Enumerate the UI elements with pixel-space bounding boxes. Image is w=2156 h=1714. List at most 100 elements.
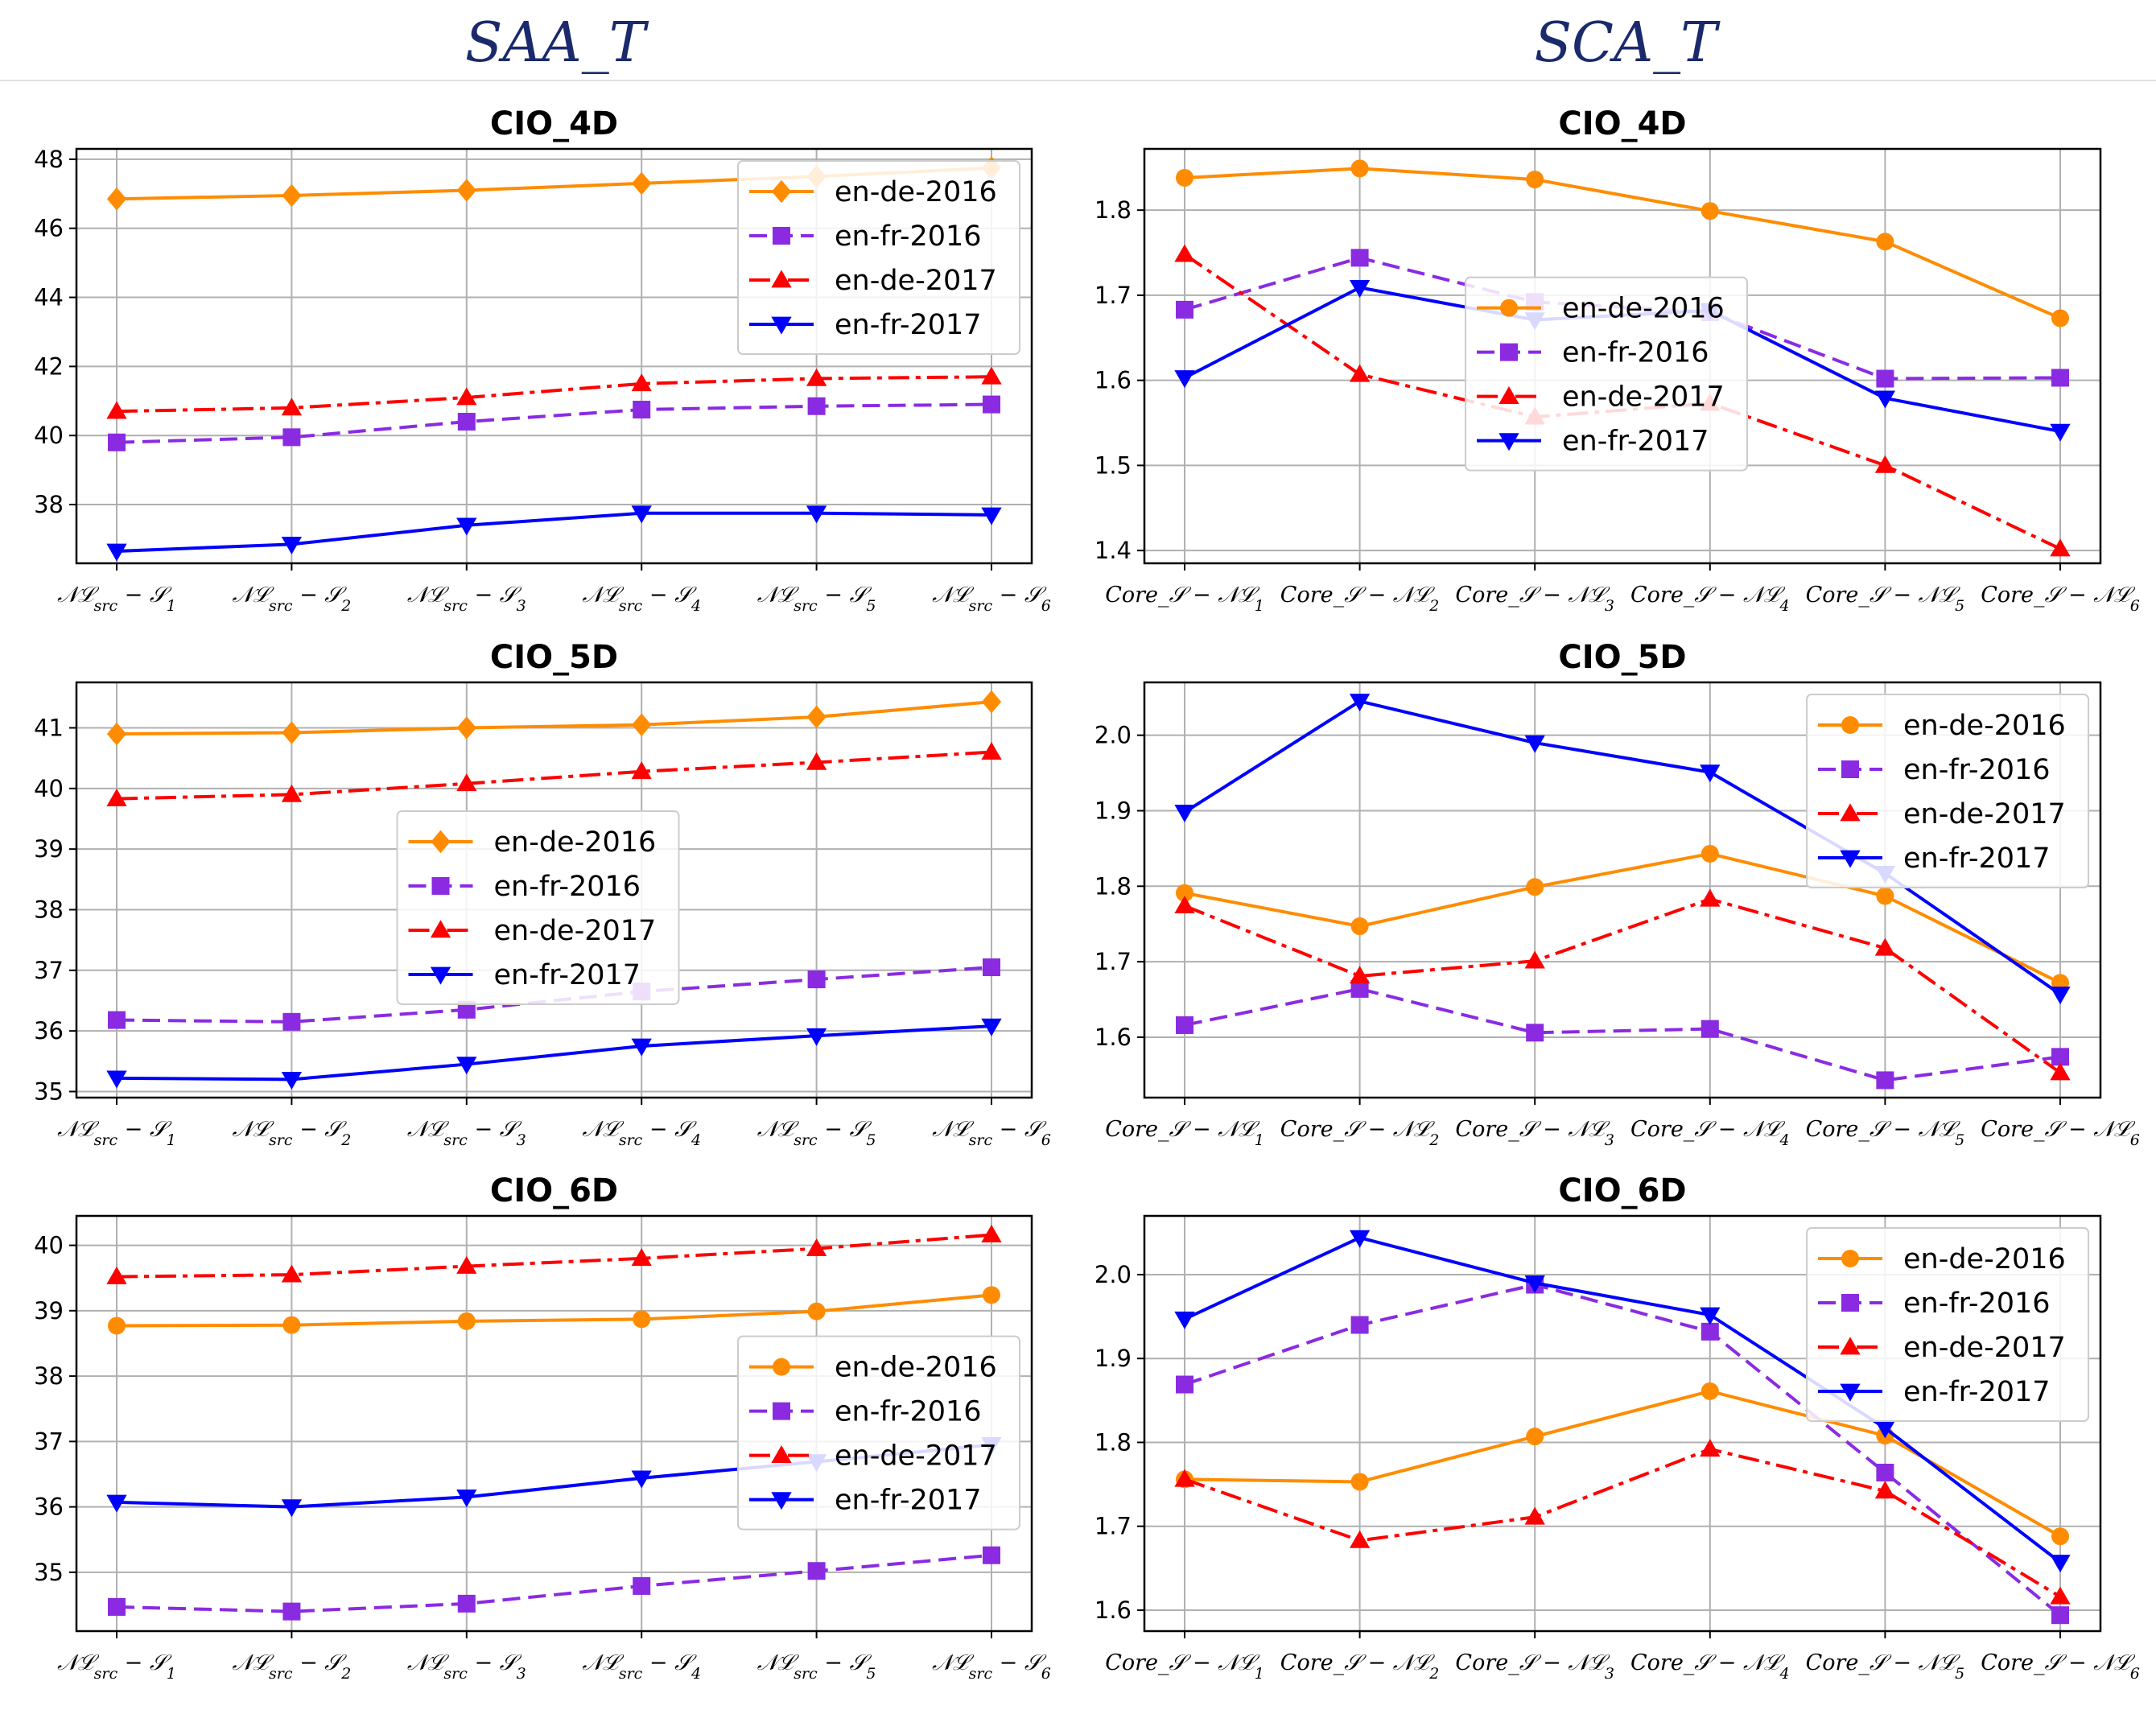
data-point <box>1876 369 1894 388</box>
data-point <box>282 721 302 744</box>
data-point <box>106 187 127 211</box>
data-point <box>981 690 1002 714</box>
y-tick-label: 1.6 <box>1094 1597 1132 1624</box>
x-tick-label: 𝒩ℒsrc − 𝒮4 <box>582 583 701 615</box>
y-tick-label: 38 <box>34 491 64 518</box>
y-tick-label: 1.7 <box>1094 948 1132 975</box>
legend-marker <box>1498 433 1519 451</box>
data-point <box>2050 538 2071 557</box>
data-point <box>456 1255 477 1274</box>
legend-box <box>1806 694 2089 888</box>
x-tick-label: Core_𝒮 − 𝒩ℒ4 <box>1630 583 1790 615</box>
y-tick-label: 1.4 <box>1094 537 1132 564</box>
y-tick-label: 1.7 <box>1094 1513 1132 1540</box>
x-tick-label: Core_𝒮 − 𝒩ℒ5 <box>1806 583 1965 615</box>
data-point <box>983 1286 1000 1304</box>
data-point <box>108 1316 126 1335</box>
y-tick-label: 38 <box>34 896 64 923</box>
x-tick-label: Core_𝒮 − 𝒩ℒ3 <box>1455 1650 1614 1683</box>
data-point <box>1874 1420 1896 1439</box>
y-tick-label: 37 <box>34 957 64 984</box>
legend-box <box>737 1335 1020 1531</box>
legend-marker <box>771 270 792 288</box>
x-tick-label: Core_𝒮 − 𝒩ℒ2 <box>1280 1117 1440 1149</box>
legend-marker <box>771 1492 792 1510</box>
data-point <box>1700 888 1721 907</box>
data-point <box>806 368 827 386</box>
chart-title: CIO_5D <box>1558 639 1686 676</box>
legend-label: en-fr-2017 <box>1903 1376 2051 1408</box>
y-tick-label: 40 <box>34 775 64 802</box>
data-point <box>282 1602 301 1621</box>
legend: en-de-2016 en-fr-2016 en-de-2017 en-fr-2017 <box>1806 694 2089 888</box>
y-tick-label: 39 <box>34 1297 64 1325</box>
data-point <box>807 1302 826 1321</box>
data-point <box>981 366 1002 385</box>
data-point <box>456 1489 477 1508</box>
data-point <box>981 1018 1002 1036</box>
plot-frame <box>1143 1214 2102 1633</box>
legend-marker <box>430 966 451 985</box>
series-line <box>1184 851 2061 985</box>
data-point <box>106 543 127 562</box>
y-tick-label: 2.0 <box>1094 1261 1132 1288</box>
data-point <box>807 970 826 989</box>
y-tick-label: 1.9 <box>1094 1345 1132 1372</box>
data-point <box>1874 1481 1896 1499</box>
y-tick-label: 1.6 <box>1094 367 1132 394</box>
data-point <box>806 1238 827 1256</box>
y-tick-label: 40 <box>34 422 64 449</box>
legend-marker <box>1841 1294 1859 1312</box>
data-point <box>457 1594 476 1613</box>
data-point <box>1700 1382 1719 1400</box>
legend: en-de-2016 en-fr-2016 en-de-2017 en-fr-2017 <box>1806 1227 2089 1422</box>
legend-label: en-de-2017 <box>1903 798 2066 830</box>
y-tick-label: 39 <box>34 835 64 863</box>
data-point <box>456 716 476 740</box>
series-line <box>1184 987 2061 1082</box>
data-point <box>281 1499 303 1518</box>
data-point <box>631 373 652 392</box>
legend: en-de-2016 en-fr-2016 en-de-2017 en-fr-2017 <box>737 160 1020 355</box>
data-point <box>1876 887 1894 905</box>
series-line <box>116 511 992 553</box>
x-tick-label: Core_𝒮 − 𝒩ℒ1 <box>1105 1117 1264 1149</box>
data-point <box>281 1072 303 1090</box>
data-point <box>1350 249 1369 267</box>
data-point <box>282 1012 301 1031</box>
legend-box <box>737 160 1020 355</box>
legend-label: en-fr-2016 <box>1903 1288 2051 1320</box>
data-point <box>1876 1463 1894 1481</box>
x-tick-label: 𝒩ℒsrc − 𝒮2 <box>233 1650 352 1683</box>
series-en-fr-2017 <box>106 505 1002 562</box>
data-point <box>1700 1322 1719 1341</box>
y-tick-label: 35 <box>34 1559 64 1586</box>
plot-frame <box>75 681 1033 1099</box>
data-point <box>632 171 652 196</box>
data-point <box>806 705 827 729</box>
x-tick-label: 𝒩ℒsrc − 𝒮2 <box>233 583 352 615</box>
data-point <box>457 1312 476 1330</box>
data-point <box>983 1546 1000 1564</box>
y-tick-label: 1.6 <box>1094 1024 1132 1051</box>
x-tick-label: 𝒩ℒsrc − 𝒮1 <box>57 1117 176 1149</box>
data-point <box>631 761 652 780</box>
legend-label: en-de-2016 <box>835 176 997 208</box>
legend-label: en-fr-2017 <box>835 309 982 341</box>
data-point <box>1700 764 1721 783</box>
legend-marker <box>1840 803 1861 822</box>
x-tick-label: 𝒩ℒsrc − 𝒮5 <box>757 1650 876 1683</box>
legend-marker <box>1500 299 1518 317</box>
data-point <box>2051 369 2069 387</box>
data-point <box>456 517 477 536</box>
data-point <box>981 1224 1002 1242</box>
data-point <box>108 433 126 451</box>
series-en-de-2016 <box>106 690 1002 746</box>
data-point <box>1700 1439 1721 1457</box>
data-point <box>108 1597 126 1616</box>
data-point <box>1174 896 1195 914</box>
chart-title: CIO_4D <box>490 105 618 142</box>
legend-label: en-de-2016 <box>1903 1243 2066 1275</box>
data-point <box>457 1000 476 1019</box>
